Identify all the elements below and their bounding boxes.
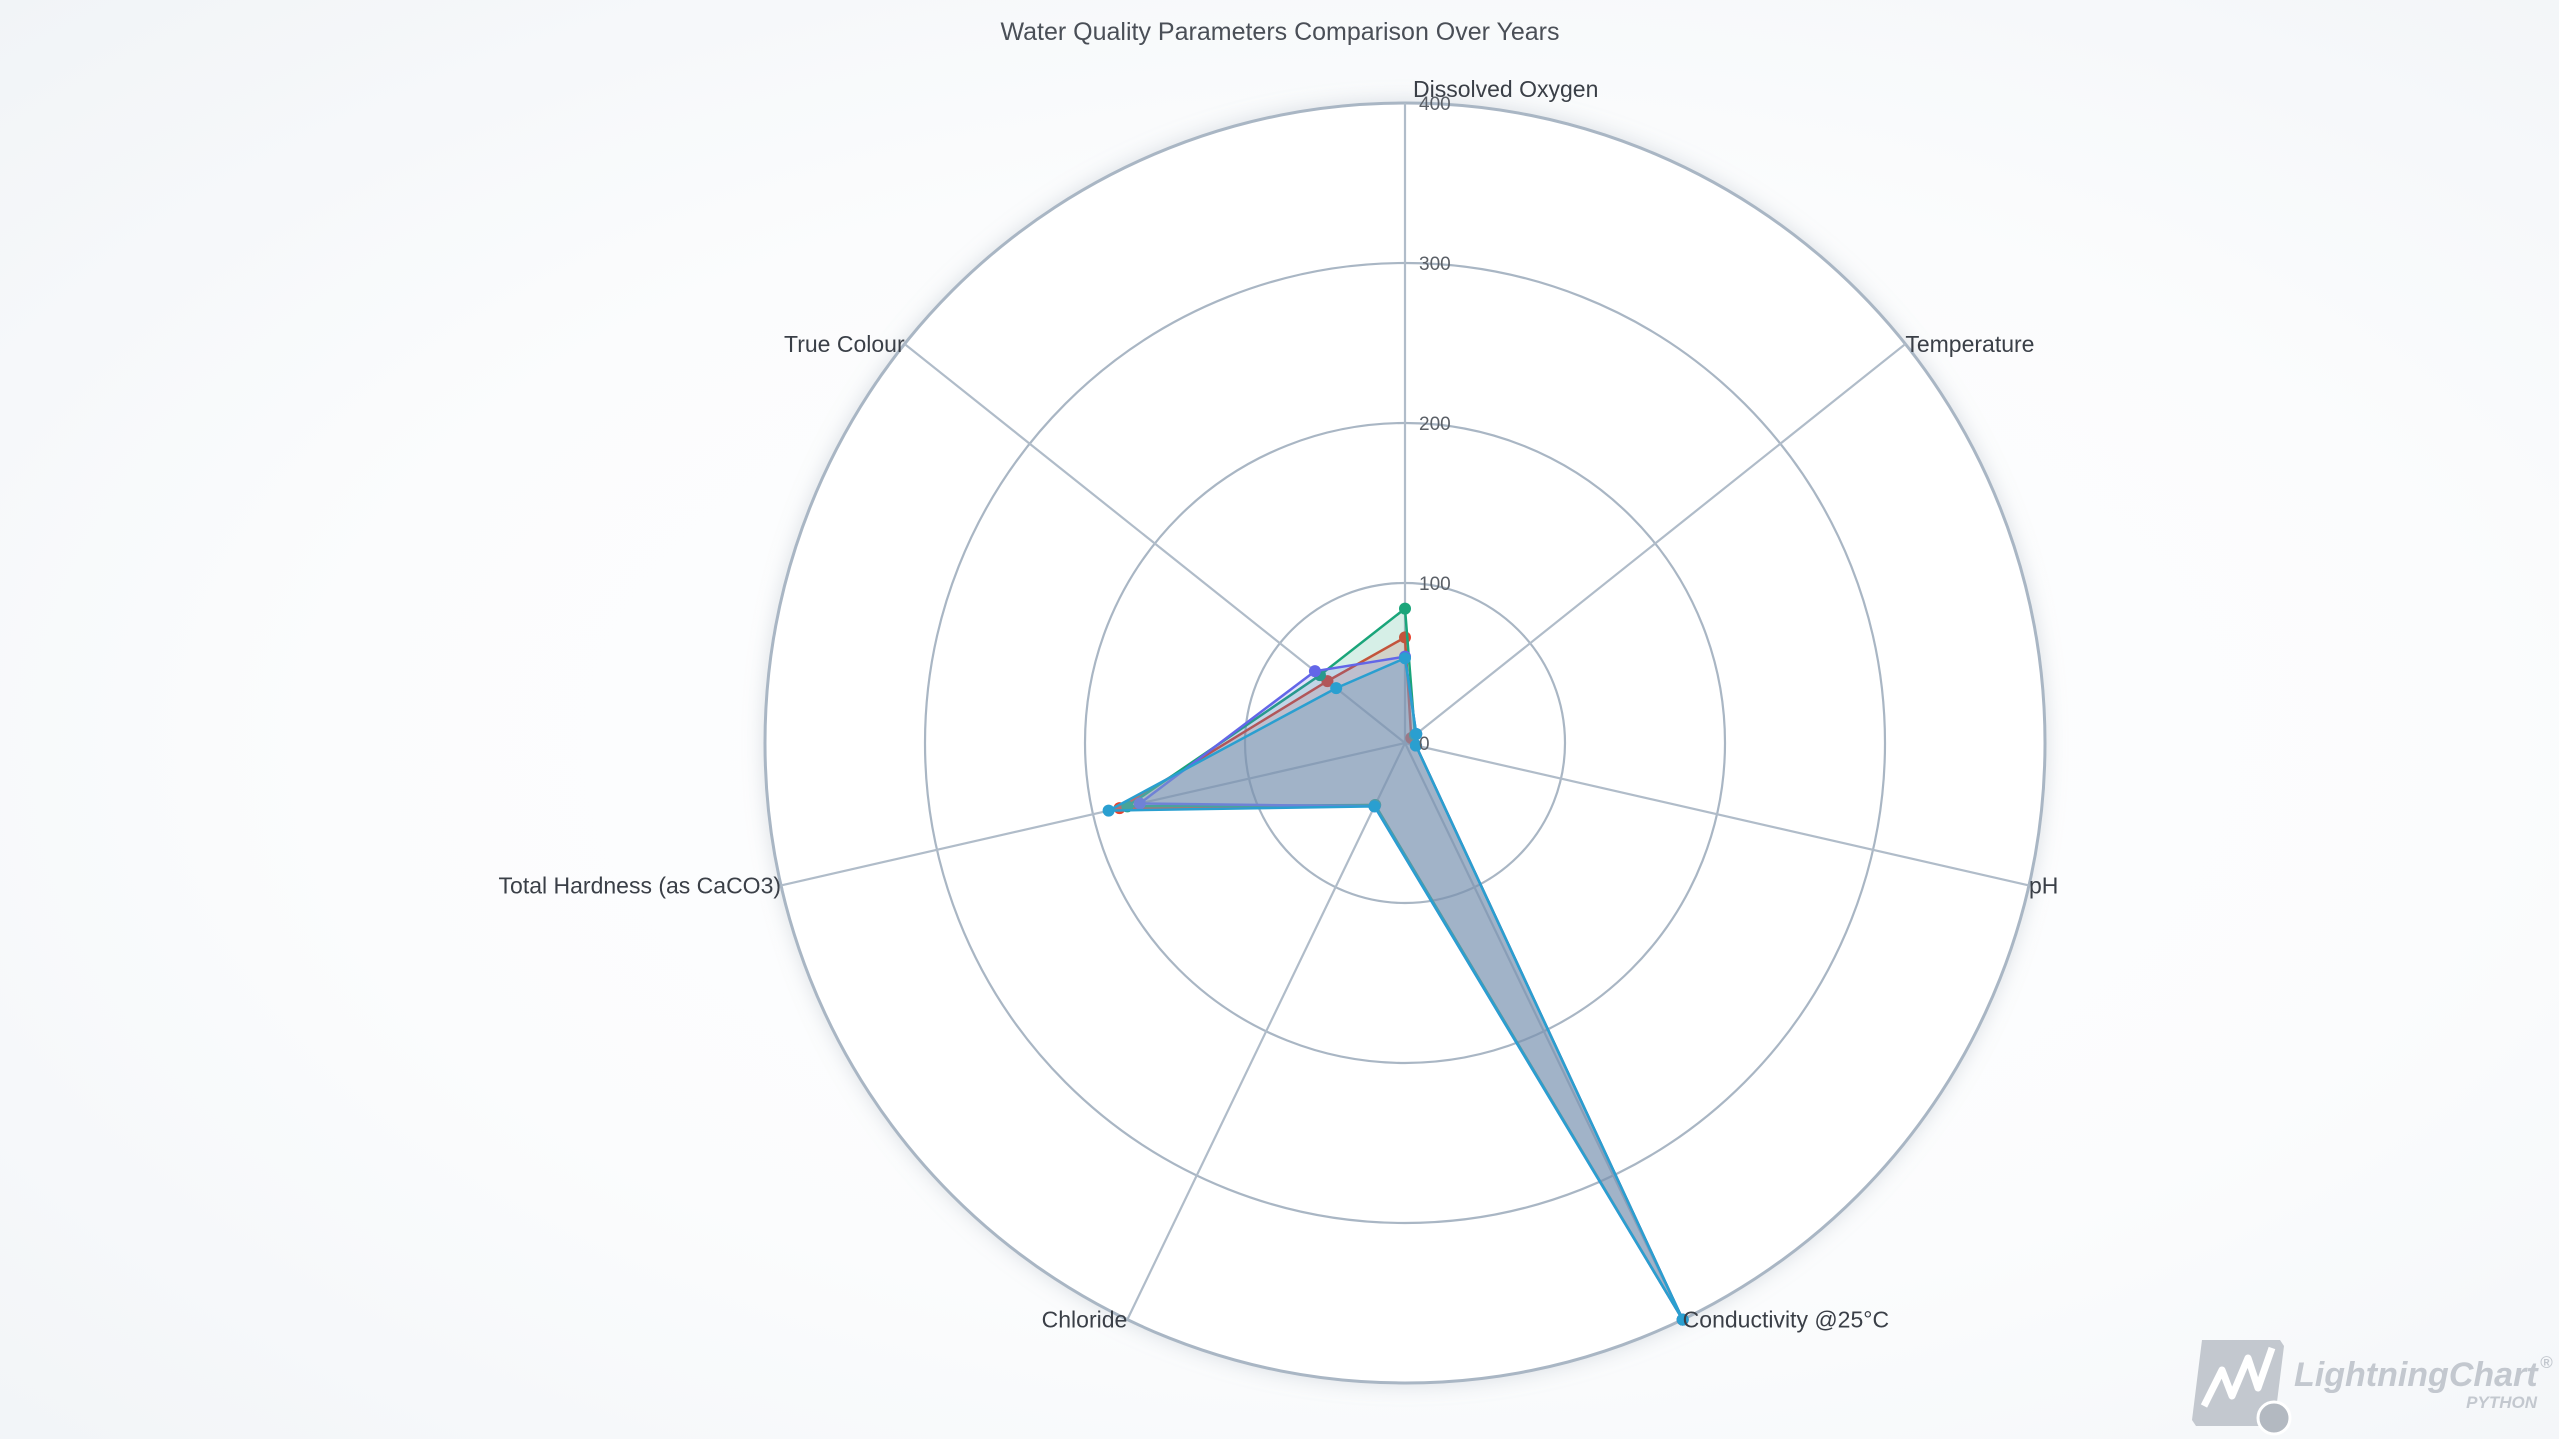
series-3-point-5[interactable]	[1102, 804, 1115, 817]
series-3-point-6[interactable]	[1330, 682, 1343, 695]
series-3-point-1[interactable]	[1410, 728, 1423, 741]
logo-text: LightningChart	[2294, 1356, 2539, 1394]
radar-series	[1102, 602, 1689, 1326]
axis-spoke-2	[1404, 741, 2030, 887]
logo-python-badge-icon	[2256, 1400, 2292, 1436]
axis-spoke-3	[1404, 742, 1684, 1321]
radar-grid	[780, 103, 2030, 1321]
axis-label-4: Chloride	[1042, 1307, 1128, 1333]
tick-label-4: 400	[1419, 94, 1451, 115]
lightningchart-logo: LightningChart ® PYTHON	[2192, 1340, 2553, 1436]
logo-bolt-icon	[2200, 1346, 2276, 1408]
tick-label-0: 0	[1419, 734, 1430, 755]
tick-label-2: 200	[1419, 414, 1451, 435]
axis-label-5: Total Hardness (as CaCO3)	[499, 872, 782, 898]
series-1-point-0[interactable]	[1399, 602, 1411, 615]
tick-label-3: 300	[1419, 254, 1451, 275]
series-3-point-3[interactable]	[1676, 1313, 1689, 1326]
tick-label-1: 100	[1419, 574, 1451, 595]
logo-sub: PYTHON	[2466, 1393, 2538, 1412]
axis-label-2: pH	[2029, 872, 2058, 898]
series-2-point-5[interactable]	[1133, 797, 1146, 810]
axis-spoke-1	[1404, 343, 1907, 744]
chart-title: Water Quality Parameters Comparison Over…	[1000, 18, 1559, 46]
logo-registered: ®	[2540, 1353, 2553, 1372]
radar-labels: Dissolved Oxygen Temperature pH Conductivit…	[499, 76, 2059, 1333]
series-2-point-6[interactable]	[1308, 665, 1321, 678]
series-3-point-2[interactable]	[1409, 739, 1422, 752]
axis-label-3: Conductivity @25°C	[1683, 1307, 1889, 1333]
series-3-point-0[interactable]	[1399, 652, 1411, 665]
axis-spoke-4	[1126, 742, 1406, 1321]
axis-label-1: Temperature	[1905, 331, 2034, 357]
axis-label-6: True Colour	[784, 331, 905, 357]
series-3-point-4[interactable]	[1368, 800, 1381, 813]
axis-spoke-5	[780, 741, 1406, 887]
axis-label-0: Dissolved Oxygen	[1413, 76, 1598, 102]
